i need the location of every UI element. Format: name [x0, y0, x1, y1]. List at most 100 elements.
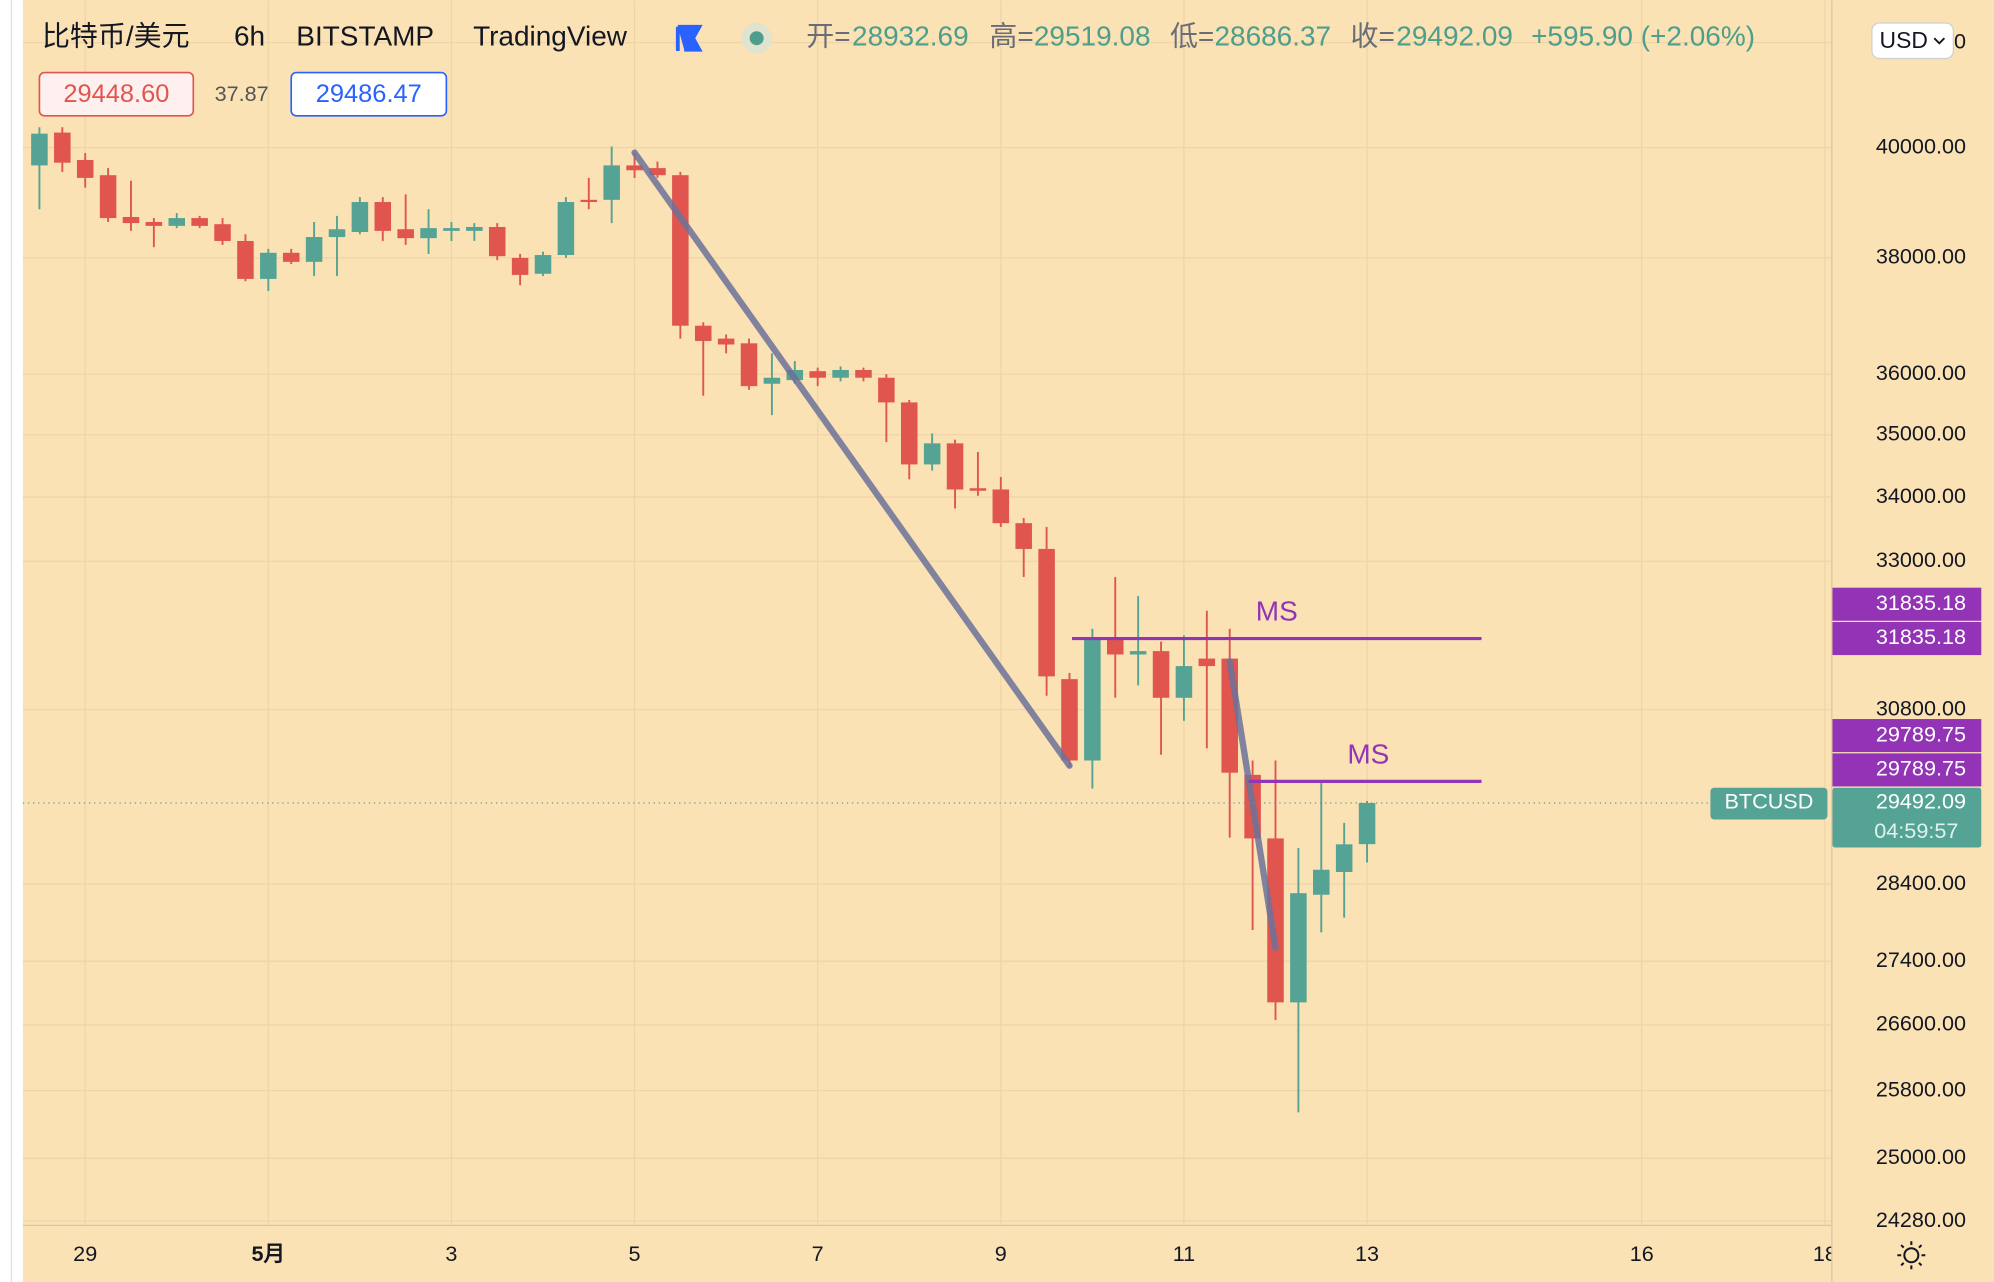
y-tick-label: 25800.00 [1876, 1076, 1966, 1101]
close-label: 收= [1351, 21, 1395, 52]
y-tick-label: 30800.00 [1876, 695, 1966, 720]
x-tick-label: 29 [73, 1241, 97, 1266]
candle-body [466, 226, 483, 231]
countdown: 04:59:57 [1874, 818, 1958, 843]
interval[interactable]: 6h [234, 21, 265, 52]
currency: USD [1880, 27, 1928, 53]
bid: 29448.60 [63, 80, 169, 108]
candle-body [145, 221, 163, 226]
candle-body [488, 226, 506, 257]
candle-body [260, 252, 277, 279]
candle-body [603, 165, 620, 200]
candle-body [1290, 893, 1307, 1003]
candle-body [54, 132, 71, 163]
low-value: 28686.37 [1214, 21, 1331, 52]
flag-icon[interactable] [675, 24, 703, 52]
settings-icon[interactable] [1897, 1241, 1926, 1270]
candle-body [374, 202, 392, 231]
candle-body [397, 229, 414, 239]
open-label: 开= [806, 21, 850, 52]
high-value: 29519.08 [1034, 21, 1151, 52]
candle-body [992, 489, 1010, 524]
x-tick-label: 11 [1173, 1241, 1195, 1266]
y-tick-label: 28400.00 [1876, 870, 1966, 895]
buy-button[interactable] [290, 71, 448, 117]
x-tick-label: 3 [445, 1241, 457, 1266]
candle-body [1107, 639, 1124, 655]
candle-body [672, 175, 689, 326]
candle-body [626, 165, 643, 171]
y-tick-label: 25000.00 [1876, 1144, 1966, 1169]
y-tick-label: 36000.00 [1876, 360, 1966, 385]
candle-body [328, 229, 346, 238]
candle-body [1152, 651, 1170, 698]
price-tag: 29789.75 [1876, 756, 1966, 781]
y-tick-label: 27400.00 [1876, 947, 1966, 972]
price-tag-bg [1832, 719, 1982, 753]
ask: 29486.47 [316, 80, 422, 108]
source: TradingView [473, 21, 628, 52]
header: 比特币/美元 6h BITSTAMP TradingView 开= 28932.… [38, 21, 1755, 117]
change: +595.90 (+2.06%) [1531, 21, 1755, 52]
candle-body [237, 240, 254, 279]
controls: USD [1871, 22, 1954, 1270]
low-label: 低= [1170, 21, 1214, 52]
close-value: 29492.09 [1396, 21, 1513, 52]
candle-body [511, 257, 529, 275]
last-price: 29492.09 [1876, 789, 1966, 814]
candle-body [1129, 651, 1147, 655]
currency-button[interactable] [1871, 22, 1954, 60]
price-tag: 31835.18 [1876, 624, 1966, 649]
price-tag: 31835.18 [1876, 590, 1966, 615]
candle-body [946, 443, 964, 490]
candle-body [1267, 838, 1284, 1003]
x-tick-label: 7 [812, 1241, 824, 1266]
candle-body [923, 443, 941, 465]
sell-button[interactable] [38, 71, 195, 117]
x-tick-label: 9 [995, 1241, 1007, 1266]
candle-body [1175, 666, 1193, 698]
candle-body [1358, 802, 1376, 845]
symbol-tag-bg [1710, 787, 1828, 820]
y-tick-label: 40000.00 [1876, 133, 1966, 158]
candle-body [1038, 548, 1055, 677]
price-tag-bg [1832, 587, 1982, 621]
candle-body [214, 224, 231, 241]
candle-body [168, 218, 186, 226]
trend-line [631, 149, 1073, 769]
candle-body [76, 159, 94, 178]
last-price-tag [1832, 787, 1982, 848]
candle-body [1198, 658, 1216, 667]
candle-body [557, 202, 575, 256]
y-tick-label: 35000.00 [1876, 420, 1966, 445]
price-tag: 29789.75 [1876, 721, 1966, 746]
symbol-tag: BTCUSD [1724, 789, 1813, 814]
price-tag-bg [1832, 753, 1982, 787]
candle-body [443, 228, 460, 231]
x-tick-label: 5 [629, 1241, 641, 1266]
trend-line [1226, 658, 1279, 951]
candle-body [855, 369, 872, 378]
axes: 42000.0040000.0038000.0036000.0035000.00… [1710, 28, 1982, 1232]
candle-body [31, 133, 48, 166]
candle-body [832, 369, 849, 378]
ms-label: MS [1256, 596, 1298, 627]
candle-body [191, 218, 208, 226]
candle-body [1313, 869, 1330, 895]
price-tag-bg [1832, 622, 1982, 656]
candle-body [1335, 844, 1353, 873]
y-tick-label: 33000.00 [1876, 547, 1966, 572]
candle-body [740, 343, 758, 387]
candle-body [282, 252, 300, 262]
open-value: 28932.69 [852, 21, 969, 52]
drawings: MS MS [22, 149, 1711, 951]
candle-body [763, 377, 781, 384]
y-tick-label: 24280.00 [1876, 1207, 1966, 1232]
candle-body [534, 255, 552, 274]
candle-body [351, 202, 369, 233]
spread: 37.87 [215, 81, 269, 106]
y-tick-label: 38000.00 [1876, 244, 1966, 269]
